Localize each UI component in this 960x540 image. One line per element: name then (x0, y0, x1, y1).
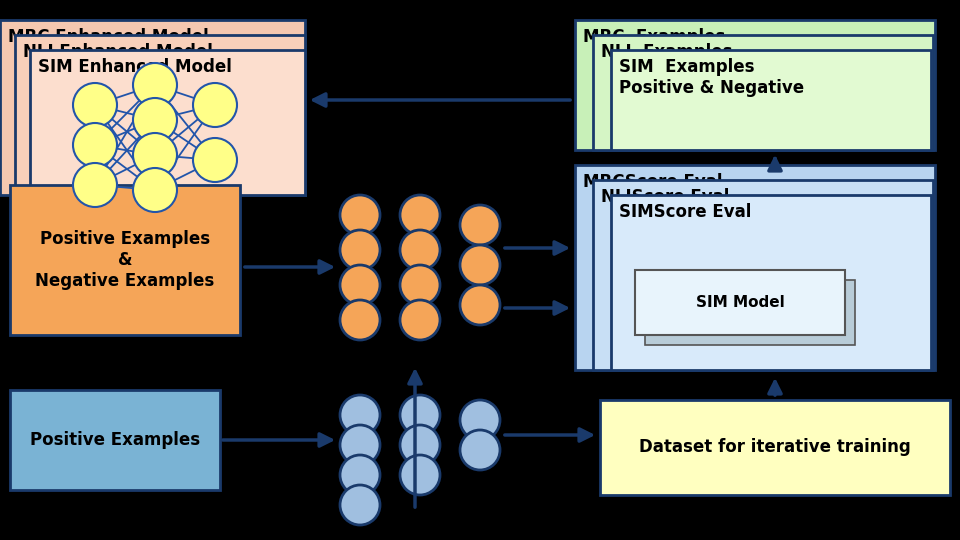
Bar (611, 50, 931, 150)
Circle shape (73, 83, 117, 127)
Text: MRC Enhanced Model: MRC Enhanced Model (8, 28, 208, 46)
Circle shape (133, 168, 177, 212)
Text: MRCScore Eval: MRCScore Eval (583, 173, 723, 191)
Circle shape (340, 425, 380, 465)
Bar (600, 400, 950, 495)
Circle shape (73, 123, 117, 167)
Bar (645, 280, 855, 345)
Bar (10, 390, 220, 490)
Bar (593, 35, 933, 150)
Circle shape (340, 195, 380, 235)
Bar (575, 165, 935, 370)
Circle shape (340, 230, 380, 270)
Text: SIM Enhanced Model: SIM Enhanced Model (38, 58, 232, 76)
Bar (635, 270, 845, 335)
Circle shape (73, 163, 117, 207)
Bar (15, 35, 305, 195)
Circle shape (193, 138, 237, 182)
Text: NLI Enhanced Model: NLI Enhanced Model (23, 43, 213, 61)
Circle shape (400, 395, 440, 435)
Bar (30, 50, 305, 195)
Text: Dataset for iterative training: Dataset for iterative training (639, 438, 911, 456)
Circle shape (400, 265, 440, 305)
Text: MRC  Examples: MRC Examples (583, 28, 726, 46)
Text: NLI  Examples: NLI Examples (601, 43, 732, 61)
Bar (611, 195, 931, 370)
Circle shape (340, 485, 380, 525)
Text: SIMScore Eval: SIMScore Eval (619, 203, 752, 221)
Circle shape (340, 300, 380, 340)
Circle shape (400, 230, 440, 270)
Circle shape (133, 63, 177, 107)
Circle shape (193, 83, 237, 127)
Circle shape (460, 400, 500, 440)
Bar (0, 20, 305, 195)
Text: SIM  Examples
Positive & Negative: SIM Examples Positive & Negative (619, 58, 804, 97)
Circle shape (400, 195, 440, 235)
Circle shape (400, 300, 440, 340)
Circle shape (133, 133, 177, 177)
Text: NLIScore Eval: NLIScore Eval (601, 188, 730, 206)
Circle shape (400, 455, 440, 495)
Circle shape (133, 98, 177, 142)
Circle shape (460, 245, 500, 285)
Circle shape (460, 205, 500, 245)
Circle shape (340, 455, 380, 495)
Text: Positive Examples: Positive Examples (30, 431, 200, 449)
Circle shape (460, 430, 500, 470)
Text: Positive Examples
&
Negative Examples: Positive Examples & Negative Examples (36, 230, 215, 290)
Circle shape (340, 265, 380, 305)
Circle shape (400, 425, 440, 465)
Bar (575, 20, 935, 150)
Text: SIM Model: SIM Model (696, 295, 784, 310)
Bar (593, 180, 933, 370)
Circle shape (340, 395, 380, 435)
Circle shape (460, 285, 500, 325)
Bar (10, 185, 240, 335)
